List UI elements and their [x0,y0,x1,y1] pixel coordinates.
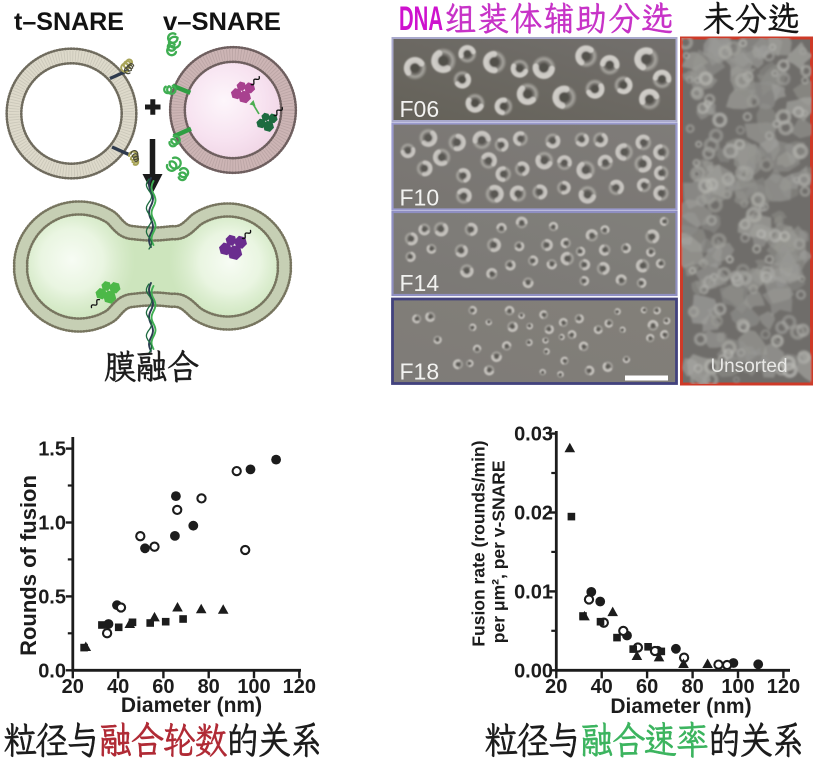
svg-text:40: 40 [591,676,613,698]
svg-text:80: 80 [681,676,703,698]
svg-text:80: 80 [198,676,220,698]
svg-text:F06: F06 [400,96,440,122]
svg-text:Diameter (nm): Diameter (nm) [610,695,751,718]
svg-text:v–SNARE: v–SNARE [163,8,281,36]
svg-text:20: 20 [545,676,567,698]
svg-text:20: 20 [62,676,84,698]
svg-text:0.01: 0.01 [514,581,553,603]
svg-text:t–SNARE: t–SNARE [14,8,124,36]
svg-text:0.02: 0.02 [514,503,553,525]
svg-text:F18: F18 [400,359,440,385]
svg-text:0.00: 0.00 [514,660,553,682]
svg-text:40: 40 [107,676,129,698]
svg-text:1.5: 1.5 [38,439,66,461]
svg-text:F10: F10 [400,185,440,211]
svg-text:60: 60 [636,676,658,698]
svg-text:per μm², per v-SNARE: per μm², per v-SNARE [489,460,509,643]
svg-text:Diameter (nm): Diameter (nm) [121,694,262,717]
svg-text:60: 60 [152,676,174,698]
svg-text:F14: F14 [400,270,440,296]
svg-text:1.0: 1.0 [38,513,66,535]
svg-text:0.03: 0.03 [514,424,553,446]
svg-text:DNA: DNA [399,0,443,38]
svg-text:120: 120 [767,676,800,698]
svg-text:100: 100 [237,676,270,698]
svg-text:100: 100 [721,676,754,698]
svg-text:0.0: 0.0 [38,660,66,682]
svg-text:120: 120 [283,676,316,698]
svg-text:Rounds of fusion: Rounds of fusion [16,475,41,656]
svg-text:0.5: 0.5 [38,586,66,608]
svg-text:Unsorted: Unsorted [710,356,787,377]
svg-text:Fusion rate (rounds/min): Fusion rate (rounds/min) [469,441,489,647]
